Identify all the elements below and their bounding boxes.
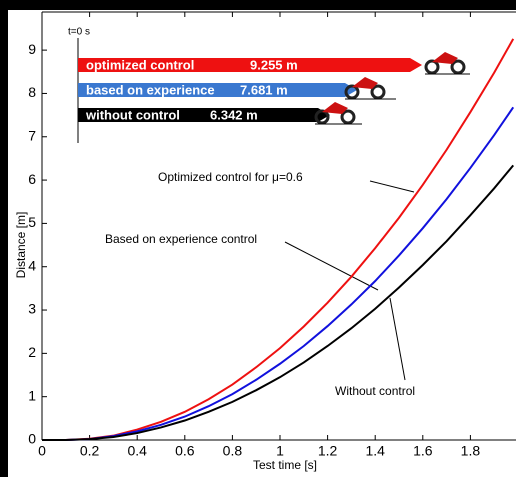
y-tick-label: 1	[28, 387, 36, 403]
inset-arrow	[78, 83, 357, 97]
inset-arrow	[78, 108, 330, 122]
x-tick-label: 1.2	[318, 443, 338, 459]
series-line	[42, 164, 515, 441]
curve-annotation: Without control	[335, 384, 415, 398]
inset-arrow	[78, 58, 422, 72]
curve-annotation: Based on experience control	[105, 232, 257, 246]
leader-line	[389, 297, 406, 381]
x-tick-label: 1.6	[413, 443, 433, 459]
inset-item: without control	[85, 107, 180, 122]
leader-line	[284, 241, 379, 291]
leader-line	[369, 180, 415, 193]
y-tick-label: 0	[28, 431, 36, 447]
motorcycle-icon	[344, 77, 396, 100]
inset-label: t=0 s	[68, 27, 90, 38]
y-tick-label: 6	[28, 171, 36, 187]
x-tick-label: 0.2	[80, 443, 100, 459]
x-tick-label: 0.4	[127, 443, 147, 459]
x-tick-label: 1.4	[365, 443, 385, 459]
inset-value: 7.681 m	[240, 82, 288, 97]
inset-item: optimized control	[86, 57, 194, 72]
x-tick-label: 0.8	[223, 443, 243, 459]
motorcycle-icon	[424, 52, 470, 75]
x-tick-label: 1.8	[461, 443, 481, 459]
y-tick-label: 2	[28, 344, 36, 360]
x-tick-label: 1	[276, 443, 284, 459]
y-tick-label: 3	[28, 301, 36, 317]
x-axis-label: Test time [s]	[253, 458, 317, 472]
y-axis-label: Distance [m]	[14, 212, 28, 279]
y-tick-label: 8	[28, 84, 36, 100]
y-tick-label: 4	[28, 257, 36, 273]
x-tick-label: 0.6	[175, 443, 195, 459]
y-tick-label: 9	[28, 41, 36, 57]
curve-annotation: Optimized control for μ=0.6	[158, 170, 303, 184]
series-line	[42, 106, 515, 441]
y-tick-label: 7	[28, 127, 36, 143]
inset-value: 6.342 m	[210, 107, 258, 122]
x-tick-label: 0	[38, 443, 46, 459]
y-tick-label: 5	[28, 214, 36, 230]
motorcycle-icon	[314, 102, 362, 125]
inset-item: based on experience	[86, 82, 215, 97]
canvas	[8, 10, 516, 477]
inset-value: 9.255 m	[250, 57, 298, 72]
